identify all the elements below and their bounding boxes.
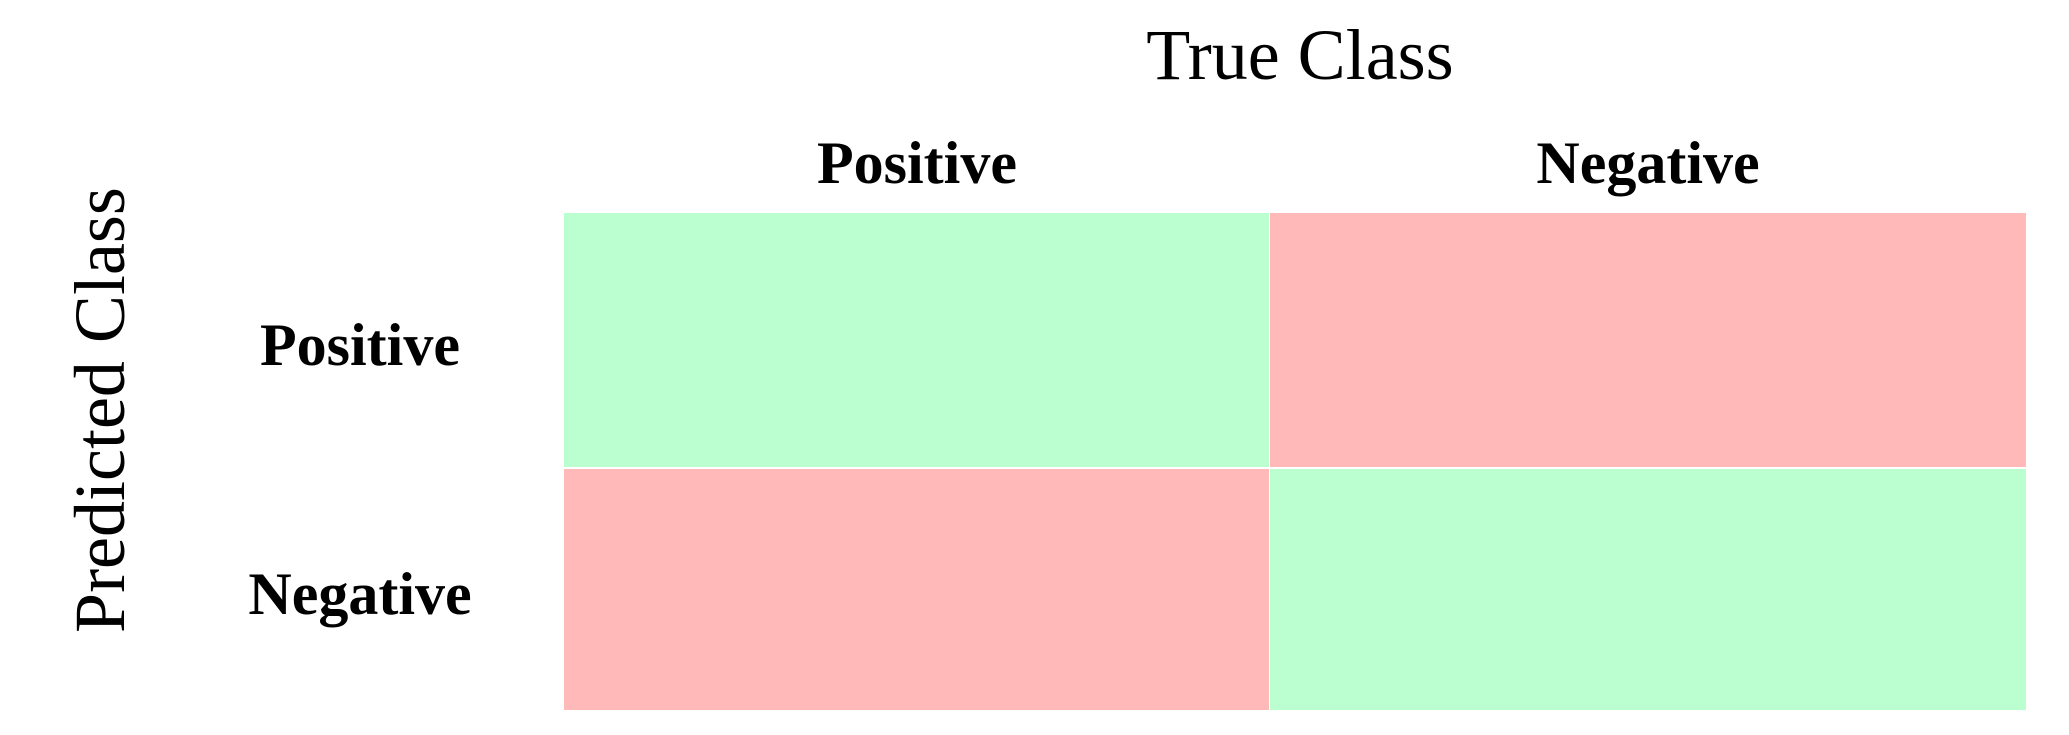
row-header-negative: Negative [248,561,472,627]
cell-true-positive [564,213,1269,467]
true-class-title: True Class [1146,15,1454,95]
cell-false-negative [564,469,1269,710]
column-header-positive: Positive [817,130,1017,196]
cell-false-positive [1270,213,2026,467]
row-header-positive: Positive [260,312,460,378]
cell-true-negative [1270,469,2026,710]
predicted-class-title: Predicted Class [60,187,140,633]
column-header-negative: Negative [1536,130,1760,196]
